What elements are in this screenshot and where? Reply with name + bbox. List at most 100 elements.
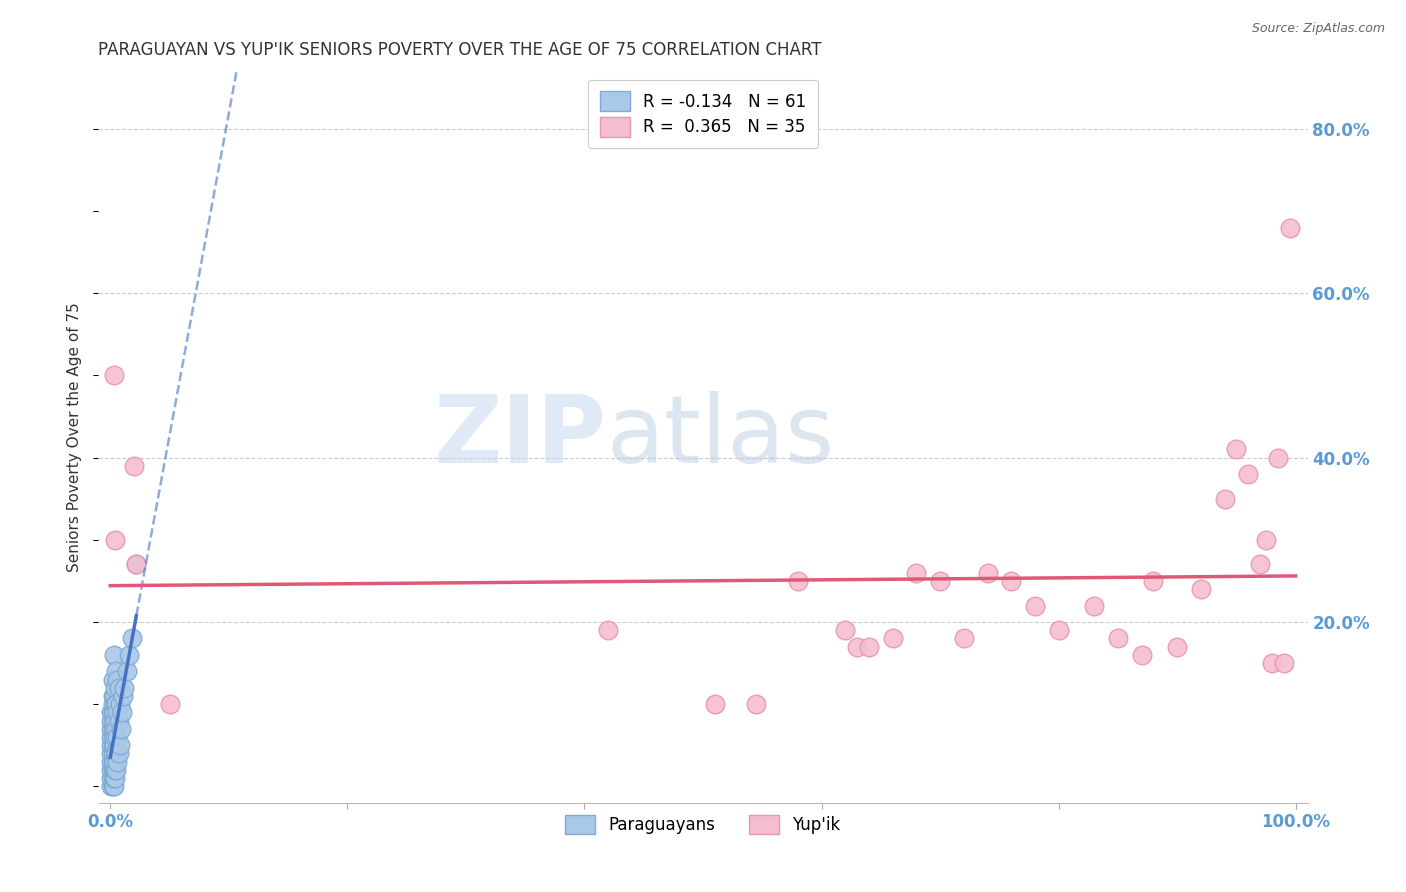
Point [976,566,998,580]
Point [104,714,127,728]
Point [786,574,808,588]
Point [1272,656,1295,670]
Point [101,714,124,728]
Point [1278,220,1301,235]
Point [105,665,128,679]
Y-axis label: Seniors Poverty Over the Age of 75: Seniors Poverty Over the Age of 75 [67,302,83,572]
Point [1083,599,1105,613]
Point [105,673,128,687]
Point [1261,656,1284,670]
Point [112,689,135,703]
Point [105,706,128,720]
Point [103,722,125,736]
Point [101,771,124,785]
Point [101,722,124,736]
Point [107,747,129,761]
Point [104,697,127,711]
Text: ZIP: ZIP [433,391,606,483]
Point [100,747,122,761]
Point [100,739,122,753]
Point [104,771,127,785]
Point [1166,640,1188,654]
Legend: Paraguayans, Yup'ik: Paraguayans, Yup'ik [554,803,852,846]
Point [101,739,124,753]
Point [598,624,620,638]
Point [703,697,725,711]
Point [100,722,122,736]
Point [104,533,127,547]
Point [105,755,128,769]
Point [107,681,129,695]
Point [745,697,768,711]
Point [952,632,974,646]
Point [103,771,125,785]
Point [101,763,124,777]
Point [118,648,141,662]
Point [929,574,952,588]
Point [101,697,124,711]
Point [115,665,138,679]
Text: atlas: atlas [606,391,835,483]
Point [858,640,880,654]
Text: PARAGUAYAN VS YUP'IK SENIORS POVERTY OVER THE AGE OF 75 CORRELATION CHART: PARAGUAYAN VS YUP'IK SENIORS POVERTY OVE… [98,41,823,59]
Point [1024,599,1046,613]
Point [1213,491,1236,506]
Point [101,730,124,744]
Point [103,755,125,769]
Point [1249,558,1271,572]
Point [100,730,122,744]
Point [104,681,127,695]
Point [101,706,124,720]
Point [1189,582,1212,596]
Point [104,763,127,777]
Point [122,458,145,473]
Point [101,747,124,761]
Point [100,763,122,777]
Point [1000,574,1022,588]
Point [834,624,856,638]
Point [1047,624,1070,638]
Point [103,648,125,662]
Point [104,730,127,744]
Point [114,681,136,695]
Point [1225,442,1247,457]
Point [110,722,132,736]
Point [101,689,124,703]
Point [125,558,148,572]
Point [107,714,129,728]
Point [111,706,134,720]
Point [1130,648,1153,662]
Point [125,558,148,572]
Point [100,755,122,769]
Point [105,747,128,761]
Point [105,730,128,744]
Point [100,706,122,720]
Point [100,714,122,728]
Point [882,632,904,646]
Point [103,689,125,703]
Point [1107,632,1129,646]
Point [846,640,869,654]
Point [104,747,127,761]
Point [105,722,128,736]
Text: Source: ZipAtlas.com: Source: ZipAtlas.com [1251,22,1385,36]
Point [1237,467,1260,481]
Point [103,780,125,794]
Point [100,771,122,785]
Point [101,755,124,769]
Point [101,673,124,687]
Point [103,739,125,753]
Point [105,697,128,711]
Point [103,706,125,720]
Point [100,780,122,794]
Point [105,763,128,777]
Point [103,368,125,383]
Point [108,697,131,711]
Point [121,632,143,646]
Point [159,697,181,711]
Point [1267,450,1289,465]
Point [108,739,131,753]
Point [103,763,125,777]
Point [101,780,124,794]
Point [1142,574,1164,588]
